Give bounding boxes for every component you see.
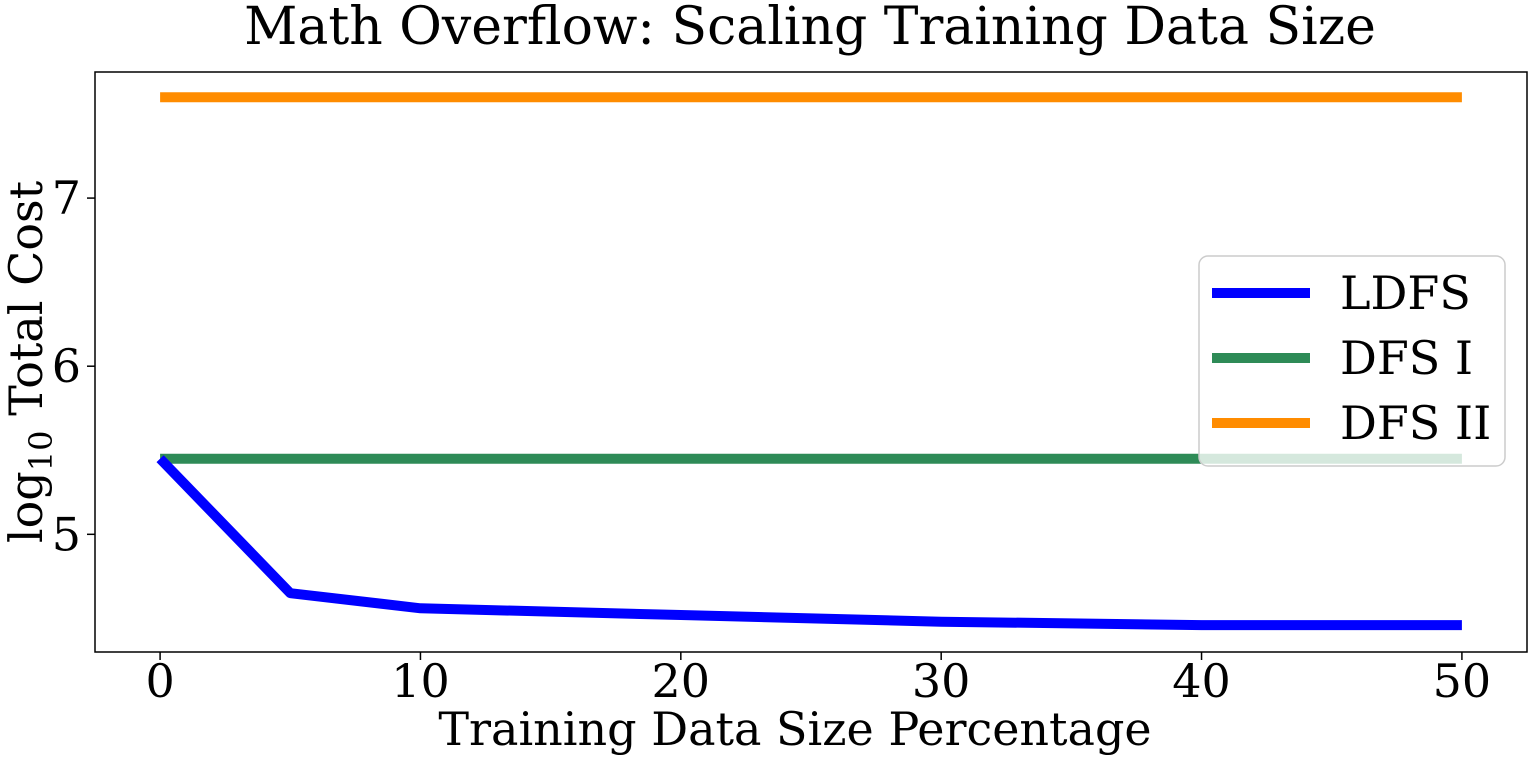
y-tick-label: 5 <box>52 507 81 561</box>
y-axis-label-log: log <box>0 471 53 543</box>
x-tick-label: 40 <box>1172 654 1231 708</box>
y-axis-label-rest: Total Cost <box>0 180 53 430</box>
x-tick-label: 20 <box>652 654 711 708</box>
y-tick-label: 6 <box>52 339 81 393</box>
x-tick-label: 30 <box>912 654 971 708</box>
x-axis-ticks: 0 10 20 30 40 50 <box>145 652 1491 708</box>
legend-label-ldfs: LDFS <box>1340 266 1471 320</box>
y-axis-ticks: 5 6 7 <box>52 171 95 561</box>
y-axis-label: log10 Total Cost <box>0 180 60 543</box>
series-line-ldfs <box>156 455 1462 631</box>
x-tick-label: 0 <box>145 654 174 708</box>
legend-label-dfs-ii: DFS II <box>1340 396 1491 450</box>
legend-items: LDFS DFS I DFS II <box>1212 266 1491 450</box>
x-tick-label: 10 <box>391 654 450 708</box>
chart-title: Math Overflow: Scaling Training Data Siz… <box>244 0 1376 57</box>
legend-label-dfs-i: DFS I <box>1340 331 1473 385</box>
legend-box <box>1198 255 1506 467</box>
y-axis-label-subscript: 10 <box>22 431 60 472</box>
x-tick-label: 50 <box>1433 654 1492 708</box>
plot-frame <box>94 71 1528 653</box>
x-axis-label: Training Data Size Percentage <box>438 702 1151 756</box>
y-tick-label: 7 <box>52 171 81 225</box>
legend: LDFS DFS I DFS II <box>1198 255 1506 467</box>
